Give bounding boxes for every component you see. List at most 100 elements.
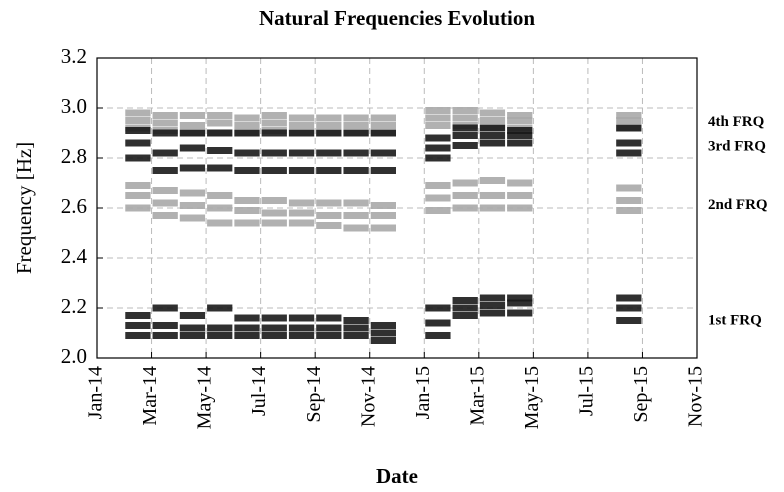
y-tick-label: 2.2 [61, 294, 87, 318]
point [507, 204, 533, 212]
point [261, 314, 287, 322]
point [152, 187, 178, 194]
point [288, 219, 315, 227]
point [616, 184, 642, 192]
point [452, 192, 478, 199]
point [452, 179, 478, 187]
point [179, 164, 206, 172]
point [452, 304, 478, 312]
point [370, 322, 396, 329]
point [452, 124, 478, 132]
point [234, 129, 260, 137]
point [616, 207, 642, 214]
series-label: 3rd FRQ [708, 139, 766, 155]
x-tick-label: Mar-15 [466, 366, 488, 426]
point [207, 119, 233, 127]
point [234, 122, 260, 129]
point [425, 304, 451, 312]
point [479, 309, 506, 317]
point [288, 129, 315, 137]
point [616, 304, 642, 312]
point [152, 304, 178, 312]
point [425, 144, 451, 152]
point [507, 127, 533, 134]
y-tick-label: 2.0 [61, 344, 87, 368]
point [261, 167, 287, 174]
point [288, 114, 315, 122]
point [616, 139, 642, 147]
point [370, 202, 396, 209]
point [425, 122, 451, 129]
x-tick-label: Mar-14 [139, 366, 161, 426]
point [125, 139, 151, 147]
point [234, 197, 260, 204]
x-tick-label: Jul-14 [248, 366, 270, 416]
point [507, 192, 533, 199]
point [179, 189, 206, 197]
point [316, 212, 342, 219]
point [616, 197, 642, 204]
point [479, 192, 506, 199]
point [616, 112, 642, 119]
point [152, 199, 178, 207]
point [316, 167, 342, 174]
series-label: 1st FRQ [708, 313, 762, 329]
point [261, 149, 287, 157]
point [425, 332, 451, 339]
point [207, 324, 233, 332]
point [343, 122, 369, 129]
point [507, 132, 533, 139]
x-tick-label: Jul-15 [576, 366, 598, 416]
point [288, 149, 315, 157]
y-tick-label: 2.4 [61, 244, 88, 268]
point [507, 139, 533, 147]
point [425, 154, 451, 162]
point [179, 214, 206, 222]
point [125, 127, 151, 134]
point [152, 322, 178, 329]
point [261, 209, 287, 217]
point [343, 324, 369, 332]
y-tick-label: 2.8 [61, 144, 87, 168]
y-tick-label: 2.6 [61, 194, 87, 218]
point [179, 312, 206, 319]
point [316, 314, 342, 322]
point [479, 109, 506, 117]
point [125, 109, 151, 117]
point [316, 324, 342, 332]
point [152, 167, 178, 174]
x-tick-label: Sep-14 [303, 366, 325, 423]
x-tick-label: May-14 [194, 366, 216, 429]
y-tick-label: 3.2 [61, 44, 87, 68]
point [425, 114, 451, 122]
point [370, 212, 396, 219]
point [234, 149, 260, 157]
point [370, 129, 396, 137]
point [179, 129, 206, 137]
point [316, 222, 342, 229]
point [288, 314, 315, 322]
point [425, 182, 451, 189]
x-tick-label: May-15 [521, 366, 543, 429]
x-tick-label: Nov-14 [357, 366, 379, 427]
point [507, 112, 533, 119]
point [261, 112, 287, 119]
point [207, 219, 233, 227]
point [370, 337, 396, 344]
point [125, 332, 151, 339]
point [343, 199, 369, 207]
point [507, 294, 533, 302]
point [179, 144, 206, 152]
point [452, 132, 478, 139]
marks [125, 107, 642, 344]
point [234, 219, 260, 227]
point [179, 112, 206, 119]
point [261, 129, 287, 137]
point [125, 204, 151, 212]
point [179, 202, 206, 209]
point [370, 149, 396, 157]
point [234, 167, 260, 174]
point [479, 132, 506, 139]
point [616, 124, 642, 132]
